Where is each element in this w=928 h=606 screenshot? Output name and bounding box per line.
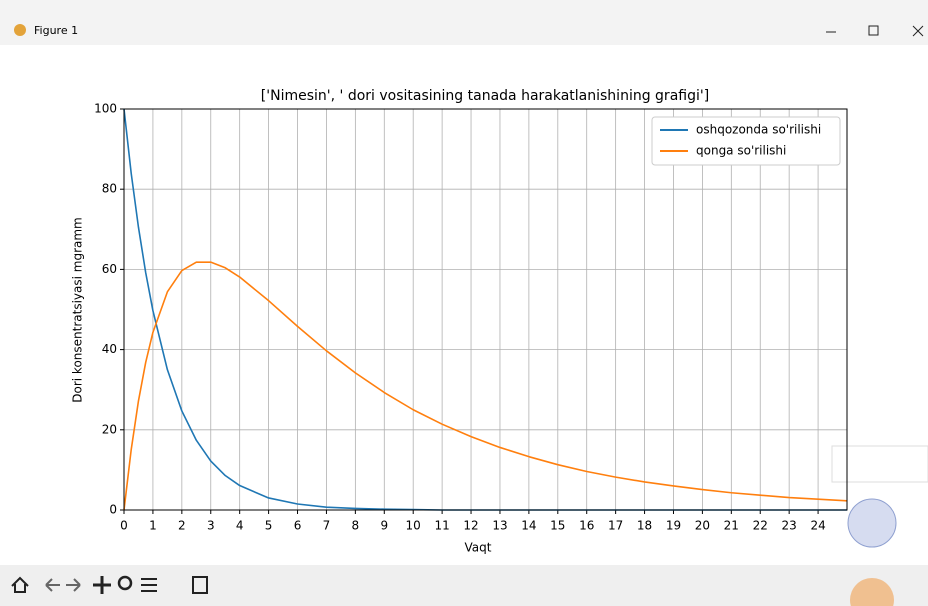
x-tick-label: 20: [695, 519, 710, 533]
y-tick-label: 20: [102, 422, 117, 436]
x-tick-label: 19: [666, 519, 681, 533]
x-tick-label: 6: [294, 519, 302, 533]
y-tick-label: 100: [94, 102, 117, 116]
x-tick-label: 12: [463, 519, 478, 533]
x-axis-label: Vaqt: [465, 541, 492, 555]
x-tick-label: 24: [810, 519, 825, 533]
x-tick-label: 8: [352, 519, 360, 533]
plot-frame: [124, 109, 847, 510]
title-bar: [0, 0, 928, 45]
legend-label: oshqozonda so'rilishi: [696, 123, 821, 137]
y-tick-label: 0: [109, 503, 117, 517]
x-tick-label: 1: [149, 519, 157, 533]
window: Figure 1 ['Nimesin', ' dori vositasining…: [0, 0, 928, 606]
x-tick-label: 4: [236, 519, 244, 533]
window-title: Figure 1: [34, 24, 78, 37]
x-tick-label: 3: [207, 519, 215, 533]
chart-title: ['Nimesin', ' dori vositasining tanada h…: [261, 88, 709, 104]
x-tick-label: 21: [724, 519, 739, 533]
app-icon: [14, 24, 26, 36]
y-axis-label: Dori konsentratsiyasi mgramm: [71, 217, 85, 402]
x-tick-label: 7: [323, 519, 331, 533]
legend-label: qonga so'rilishi: [696, 144, 786, 158]
x-tick-label: 22: [753, 519, 768, 533]
x-tick-label: 14: [521, 519, 536, 533]
y-tick-label: 80: [102, 182, 117, 196]
x-tick-label: 11: [434, 519, 449, 533]
x-tick-label: 13: [492, 519, 507, 533]
series-line: [124, 262, 847, 510]
x-tick-label: 15: [550, 519, 565, 533]
x-tick-label: 17: [608, 519, 623, 533]
page: Figure 1 ['Nimesin', ' dori vositasining…: [0, 0, 928, 606]
overlay-box: [832, 446, 928, 482]
series-line: [124, 109, 847, 510]
y-tick-label: 60: [102, 262, 117, 276]
x-tick-label: 18: [637, 519, 652, 533]
x-tick-label: 2: [178, 519, 186, 533]
y-tick-label: 40: [102, 342, 117, 356]
x-tick-label: 5: [265, 519, 273, 533]
x-tick-label: 0: [120, 519, 128, 533]
toolbar: [0, 565, 928, 606]
x-tick-label: 16: [579, 519, 594, 533]
x-tick-label: 10: [406, 519, 421, 533]
x-tick-label: 23: [782, 519, 797, 533]
overlay-avatar: [848, 499, 896, 547]
x-tick-label: 9: [380, 519, 388, 533]
